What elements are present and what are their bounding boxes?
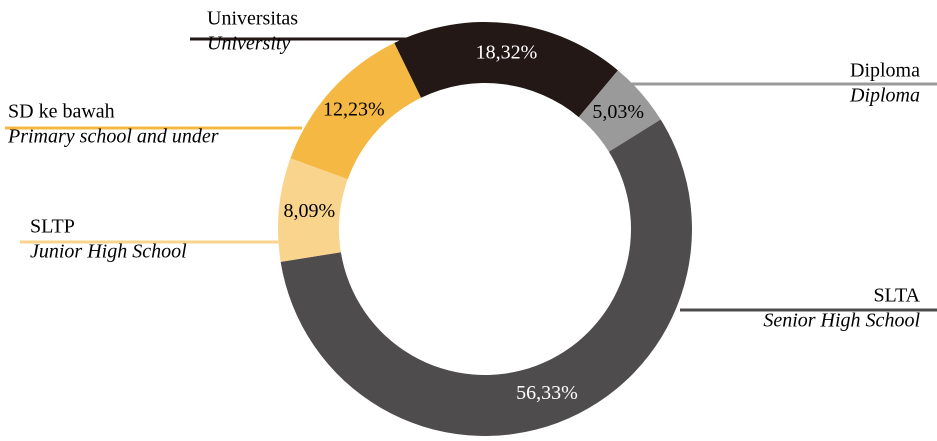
value-label: 18,32% <box>476 41 538 63</box>
category-label: SLTP <box>30 216 75 238</box>
donut-slice <box>290 42 421 180</box>
category-translation: University <box>207 33 290 55</box>
value-label: 12,23% <box>323 99 385 121</box>
donut-slice <box>280 119 692 437</box>
category-label: Diploma <box>850 60 920 82</box>
donut-slice <box>578 70 661 152</box>
category-label: SD ke bawah <box>8 101 115 123</box>
value-label: 56,33% <box>516 382 578 404</box>
category-translation: Diploma <box>849 85 920 107</box>
category-label: Universitas <box>207 8 298 30</box>
category-translation: Primary school and under <box>7 126 219 148</box>
category-label: SLTA <box>873 285 920 307</box>
value-label: 5,03% <box>592 101 644 123</box>
donut-slice <box>278 158 348 262</box>
value-label: 8,09% <box>283 200 335 222</box>
category-translation: Senior High School <box>763 310 920 332</box>
donut-slice <box>394 21 618 118</box>
category-translation: Junior High School <box>30 241 187 263</box>
